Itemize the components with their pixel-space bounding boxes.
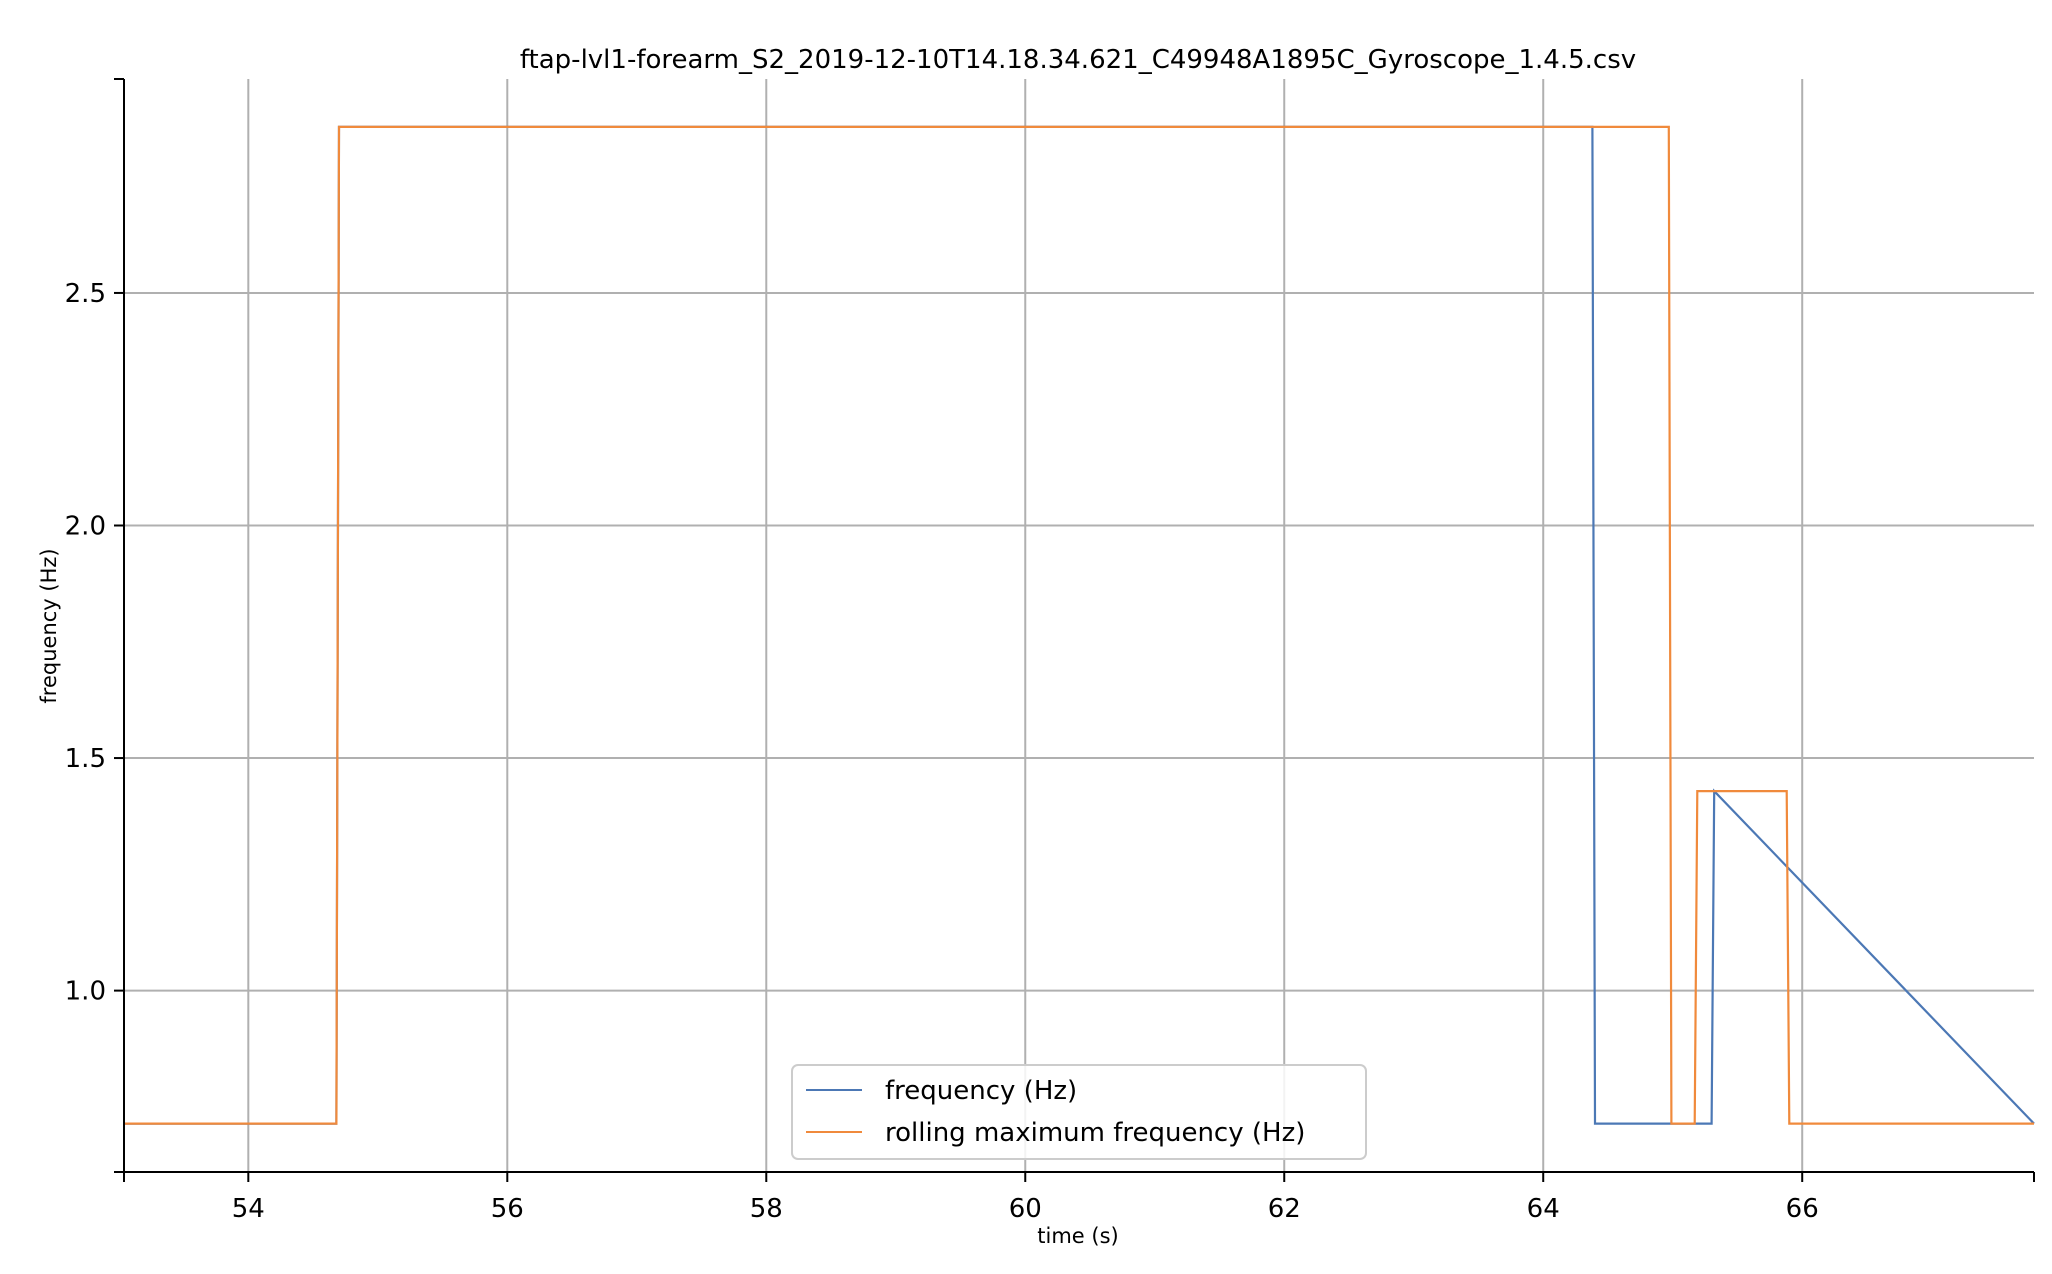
y-tick-label: 1.0: [65, 977, 106, 1007]
x-tick-label: 56: [491, 1194, 524, 1224]
x-tick-label: 64: [1527, 1194, 1560, 1224]
series-lines: [124, 125, 2035, 1125]
x-ticks: 54 56 58 60 62 64 66: [123, 1172, 2035, 1224]
y-tick-label: 2.0: [65, 512, 106, 542]
x-tick-label: 66: [1786, 1194, 1819, 1224]
legend-label-frequency: frequency (Hz): [885, 1076, 1077, 1106]
series-line-1: [124, 125, 2034, 1125]
grid: [124, 79, 2034, 1172]
y-tick-label: 2.5: [65, 279, 106, 309]
y-ticks: 1.0 1.5 2.0 2.5: [65, 78, 124, 1173]
x-tick-label: 60: [1009, 1194, 1042, 1224]
x-tick-label: 54: [232, 1194, 265, 1224]
series-line-0: [124, 125, 2035, 1125]
x-tick-label: 62: [1268, 1194, 1301, 1224]
x-tick-label: 58: [750, 1194, 783, 1224]
x-axis-label: time (s): [1037, 1224, 1118, 1248]
y-axis-label: frequency (Hz): [37, 548, 61, 703]
y-tick-label: 1.5: [65, 744, 106, 774]
legend-label-rolling-max: rolling maximum frequency (Hz): [885, 1118, 1305, 1148]
legend-box: [791, 1064, 1367, 1160]
chart-title: ftap-lvl1-forearm_S2_2019-12-10T14.18.34…: [520, 45, 1636, 75]
axes: [123, 79, 2034, 1173]
legend: frequency (Hz) rolling maximum frequency…: [791, 1064, 1367, 1160]
